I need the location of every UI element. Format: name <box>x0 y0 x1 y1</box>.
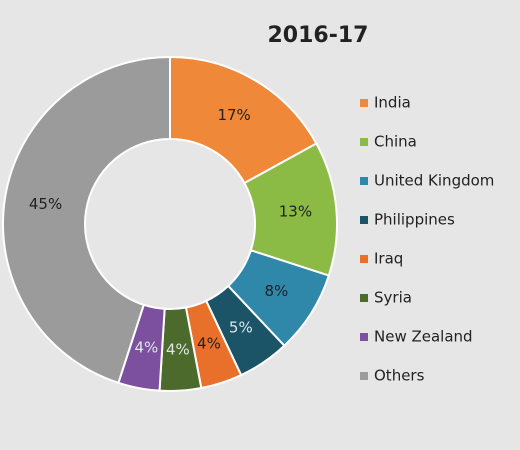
data-label: 5% <box>229 319 253 337</box>
data-label: 45% <box>29 195 62 213</box>
donut-segment <box>2 55 171 385</box>
legend-swatch <box>360 333 368 341</box>
legend-swatch <box>360 255 368 263</box>
legend-label: China <box>374 133 417 151</box>
donut-segment <box>169 55 318 185</box>
data-label: 4% <box>197 334 221 352</box>
data-label: 17% <box>217 106 250 124</box>
legend-label: United Kingdom <box>374 172 494 190</box>
data-label: 4% <box>134 338 158 356</box>
legend-label: Syria <box>374 289 412 307</box>
legend-label: Iraq <box>374 250 403 268</box>
legend-swatch <box>360 216 368 224</box>
data-label: 8% <box>264 282 288 300</box>
chart-title: 2016-17 <box>268 23 369 48</box>
legend-swatch <box>360 177 368 185</box>
legend-swatch <box>360 99 368 107</box>
legend-label: Others <box>374 367 425 385</box>
legend-label: India <box>374 94 411 112</box>
data-label: 13% <box>279 203 312 221</box>
legend-swatch <box>360 372 368 380</box>
legend-swatch <box>360 138 368 146</box>
data-label: 4% <box>166 340 190 358</box>
legend-swatch <box>360 294 368 302</box>
legend-label: Philippines <box>374 211 455 229</box>
legend-label: New Zealand <box>374 328 473 346</box>
